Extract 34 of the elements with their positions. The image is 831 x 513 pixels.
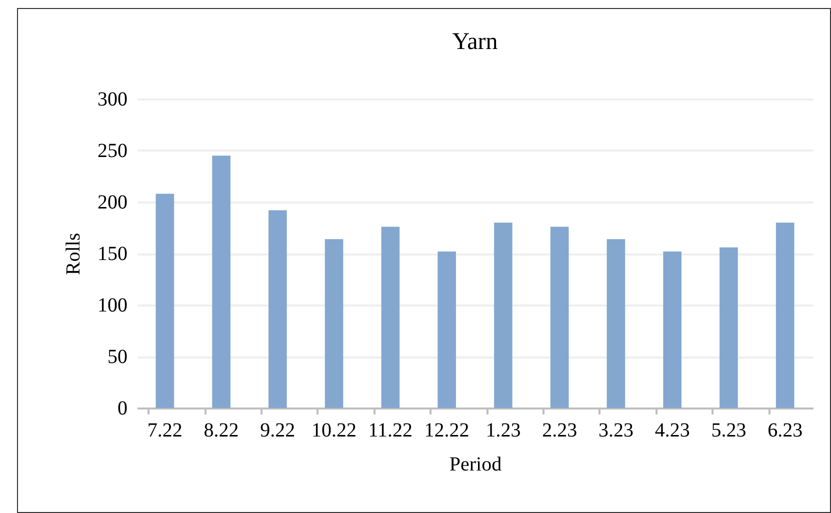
y-tick-label: 150: [98, 243, 128, 265]
bar: [720, 247, 738, 408]
bar: [381, 226, 400, 408]
x-tick-label: 3.23: [598, 420, 634, 442]
x-tick-label: 5.23: [711, 420, 746, 442]
x-tick-label: 4.23: [654, 420, 690, 442]
x-tick-label: 12.22: [424, 420, 470, 442]
y-tick-label: 50: [108, 346, 128, 368]
x-tick-label: 10.22: [312, 420, 357, 442]
bar: [268, 210, 287, 408]
x-axis-title: Period: [449, 454, 502, 476]
bar: [494, 222, 512, 408]
x-tick-label: 1.23: [486, 420, 521, 442]
bar: [776, 222, 794, 408]
x-tick-label: 7.22: [147, 420, 182, 442]
y-axis-title: Rolls: [62, 232, 84, 276]
x-tick-label: 11.22: [368, 420, 413, 442]
y-tick-label: 0: [118, 398, 128, 420]
chart-title: Yarn: [452, 29, 498, 55]
y-tick-label: 250: [98, 140, 128, 162]
y-tick-label: 100: [98, 294, 128, 316]
bar: [212, 156, 230, 408]
y-tick-label: 200: [98, 192, 128, 214]
x-tick-label: 6.23: [768, 420, 803, 442]
bar: [663, 251, 682, 408]
bar: [550, 226, 569, 408]
bar: [156, 194, 174, 408]
bar: [324, 239, 344, 408]
x-tick-label: 2.23: [542, 420, 578, 442]
bar: [606, 239, 626, 408]
y-tick-label: 300: [98, 88, 128, 110]
bar: [438, 251, 456, 408]
x-tick-label: 8.22: [204, 420, 239, 442]
x-tick-label: 9.22: [260, 420, 296, 442]
